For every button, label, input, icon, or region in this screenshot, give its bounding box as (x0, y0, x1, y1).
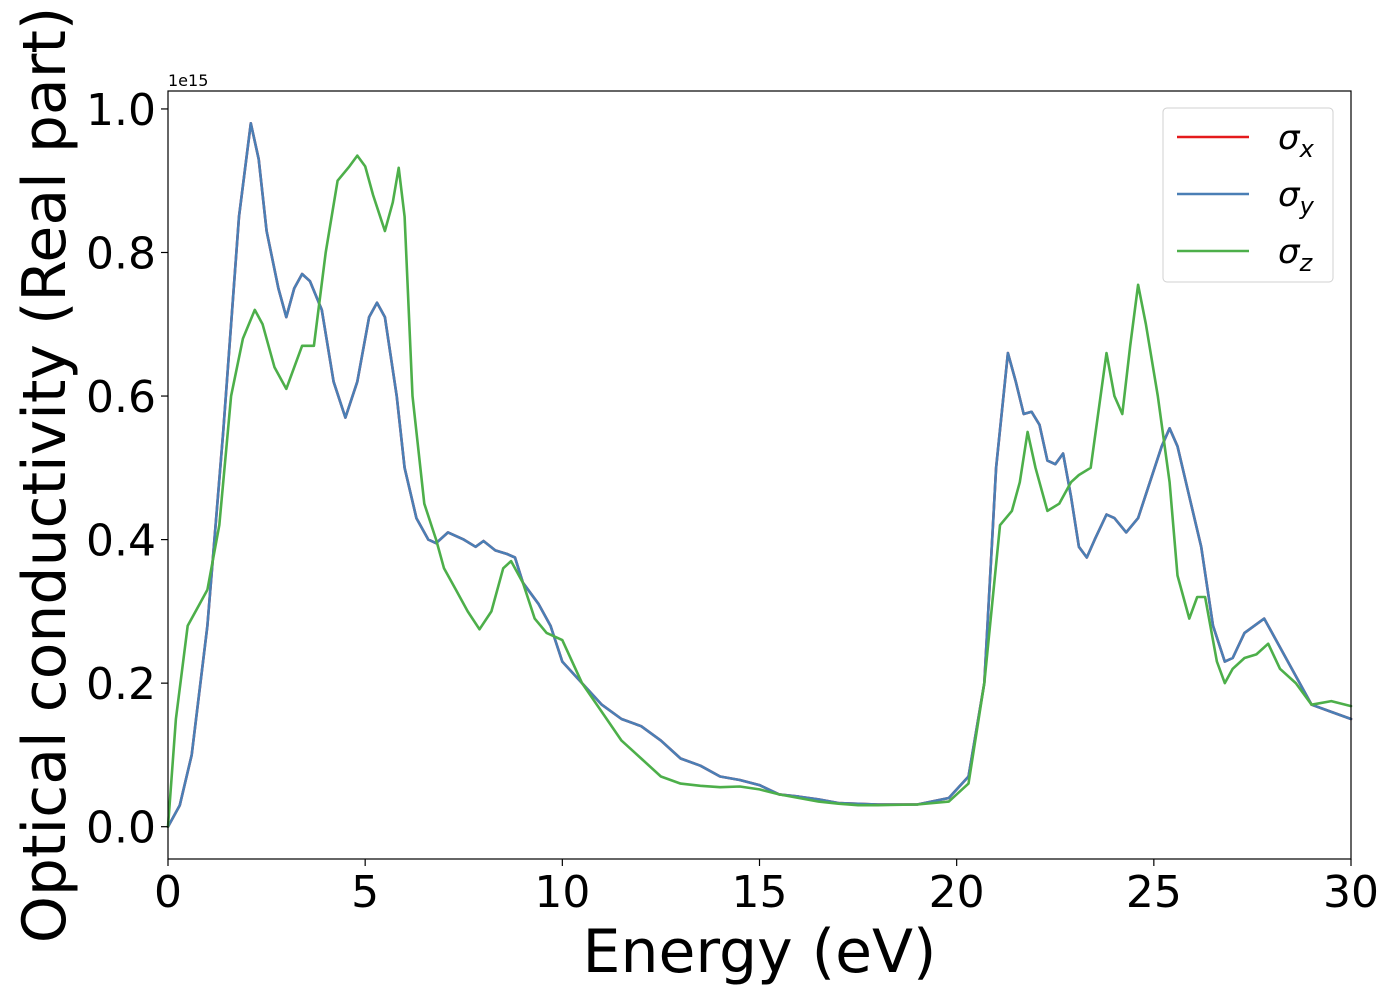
legend-label-x: σx (1278, 118, 1315, 163)
y-tick-label: 0.2 (86, 659, 156, 710)
y-axis: 0.0 0.2 0.4 0.6 0.8 1.0 (86, 85, 168, 854)
x-tick-label: 30 (1323, 867, 1379, 918)
x-tick-label: 15 (732, 867, 788, 918)
series-line-y (166, 122, 1353, 828)
y-axis-label: Optical conductivity (Real part) (10, 7, 80, 944)
plot-background (168, 91, 1351, 859)
legend-label-y: σy (1278, 175, 1315, 220)
x-axis: 0 5 10 15 20 25 30 (154, 859, 1379, 918)
legend: σx σy σz (1162, 107, 1334, 283)
y-offset-text: 1e15 (168, 71, 208, 90)
x-tick-label: 5 (351, 867, 379, 918)
series-line-z (166, 154, 1353, 828)
y-tick-label: 0.4 (86, 516, 156, 567)
series-layer (166, 122, 1353, 828)
x-tick-label: 10 (534, 867, 590, 918)
legend-label-z: σz (1278, 232, 1314, 277)
y-tick-label: 0.0 (86, 803, 156, 854)
y-tick-label: 0.6 (86, 372, 156, 423)
x-tick-label: 0 (154, 867, 182, 918)
x-axis-label: Energy (eV) (583, 917, 937, 987)
y-tick-label: 0.8 (86, 228, 156, 279)
x-tick-label: 25 (1126, 867, 1182, 918)
y-tick-label: 1.0 (86, 85, 156, 136)
x-tick-label: 20 (929, 867, 985, 918)
